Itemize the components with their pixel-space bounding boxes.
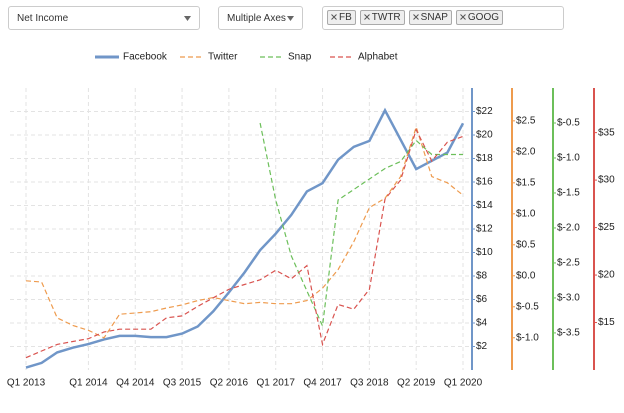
x-tick-label: Q1 2017 (257, 378, 296, 389)
y-tick-label: $1.5 (516, 177, 536, 188)
series-line (25, 107, 465, 369)
x-tick-label: Q1 2014 (69, 378, 108, 389)
remove-icon[interactable] (331, 14, 337, 20)
y-tick-label: $-0.5 (557, 118, 580, 129)
ticker-tag[interactable]: SNAP (408, 10, 452, 25)
ticker-tag[interactable]: TWTR (359, 10, 405, 25)
y-tick-label: $2 (476, 341, 488, 352)
y-tick-label: $-0.5 (516, 301, 539, 312)
remove-icon[interactable] (363, 14, 370, 20)
ticker-tag[interactable]: FB (327, 10, 356, 25)
ticker-label: FB (339, 12, 352, 23)
dropdown-arrow (287, 16, 294, 21)
series-line (25, 125, 464, 339)
legend-label: Facebook (123, 52, 168, 63)
ticker-label: SNAP (420, 12, 448, 23)
x-tick-label: Q2 2016 (210, 378, 249, 389)
y-tick-label: $22 (476, 106, 493, 117)
y-tick-label: $-1.5 (557, 188, 580, 199)
y-tick-label: $35 (598, 127, 615, 138)
y-tick-label: $10 (476, 247, 493, 258)
metric-dropdown[interactable]: Net Income (8, 6, 200, 30)
y-tick-label: $0.5 (516, 239, 536, 250)
ticker-tag[interactable]: GOOG (455, 10, 504, 25)
y-tick-label: $-2.5 (557, 258, 580, 269)
y-tick-label: $2.5 (516, 115, 536, 126)
y-tick-label: $25 (598, 222, 615, 233)
x-tick-label: Q3 2018 (350, 378, 389, 389)
x-tick-label: Q1 2013 (7, 378, 46, 389)
y-tick-label: $-1.0 (557, 153, 580, 164)
y-tick-label: $8 (476, 271, 488, 282)
y-tick-label: $15 (598, 317, 615, 328)
legend-label: Snap (288, 52, 312, 63)
dropdown-arrow (184, 16, 191, 21)
y-tick-label: $18 (476, 153, 493, 164)
x-tick-label: Q2 2019 (397, 378, 436, 389)
y-tick-label: $20 (598, 270, 615, 281)
y-tick-label: $4 (476, 318, 488, 329)
y-tick-label: $-2.0 (557, 223, 580, 234)
y-tick-label: $2.0 (516, 146, 536, 157)
x-tick-label: Q1 2020 (444, 378, 483, 389)
series-line (25, 128, 464, 359)
y-tick-label: $16 (476, 177, 493, 188)
axes-dropdown[interactable]: Multiple Axes (218, 6, 303, 30)
y-tick-label: $-1.0 (516, 332, 539, 343)
ticker-multiselect[interactable]: FB TWTR SNAP GOOG (322, 6, 564, 30)
y-tick-label: $0.0 (516, 270, 536, 281)
y-tick-label: $6 (476, 294, 488, 305)
y-tick-label: $1.0 (516, 208, 536, 219)
x-tick-label: Q4 2017 (303, 378, 342, 389)
y-tick-label: $30 (598, 175, 615, 186)
metric-value: Net Income (17, 13, 69, 24)
series-line (259, 122, 463, 329)
x-tick-label: Q4 2014 (116, 378, 155, 389)
ticker-label: TWTR (371, 12, 401, 23)
y-tick-label: $20 (476, 130, 493, 141)
y-tick-label: $-3.5 (557, 328, 580, 339)
y-tick-label: $-3.0 (557, 293, 580, 304)
remove-icon[interactable] (412, 14, 419, 20)
legend-label: Twitter (208, 52, 238, 63)
y-tick-label: $12 (476, 224, 493, 235)
axes-value: Multiple Axes (227, 13, 286, 24)
remove-icon[interactable] (460, 14, 466, 20)
x-tick-label: Q3 2015 (163, 378, 202, 389)
ticker-label: GOOG (467, 12, 500, 23)
legend-label: Alphabet (358, 52, 398, 63)
y-tick-label: $14 (476, 200, 493, 211)
